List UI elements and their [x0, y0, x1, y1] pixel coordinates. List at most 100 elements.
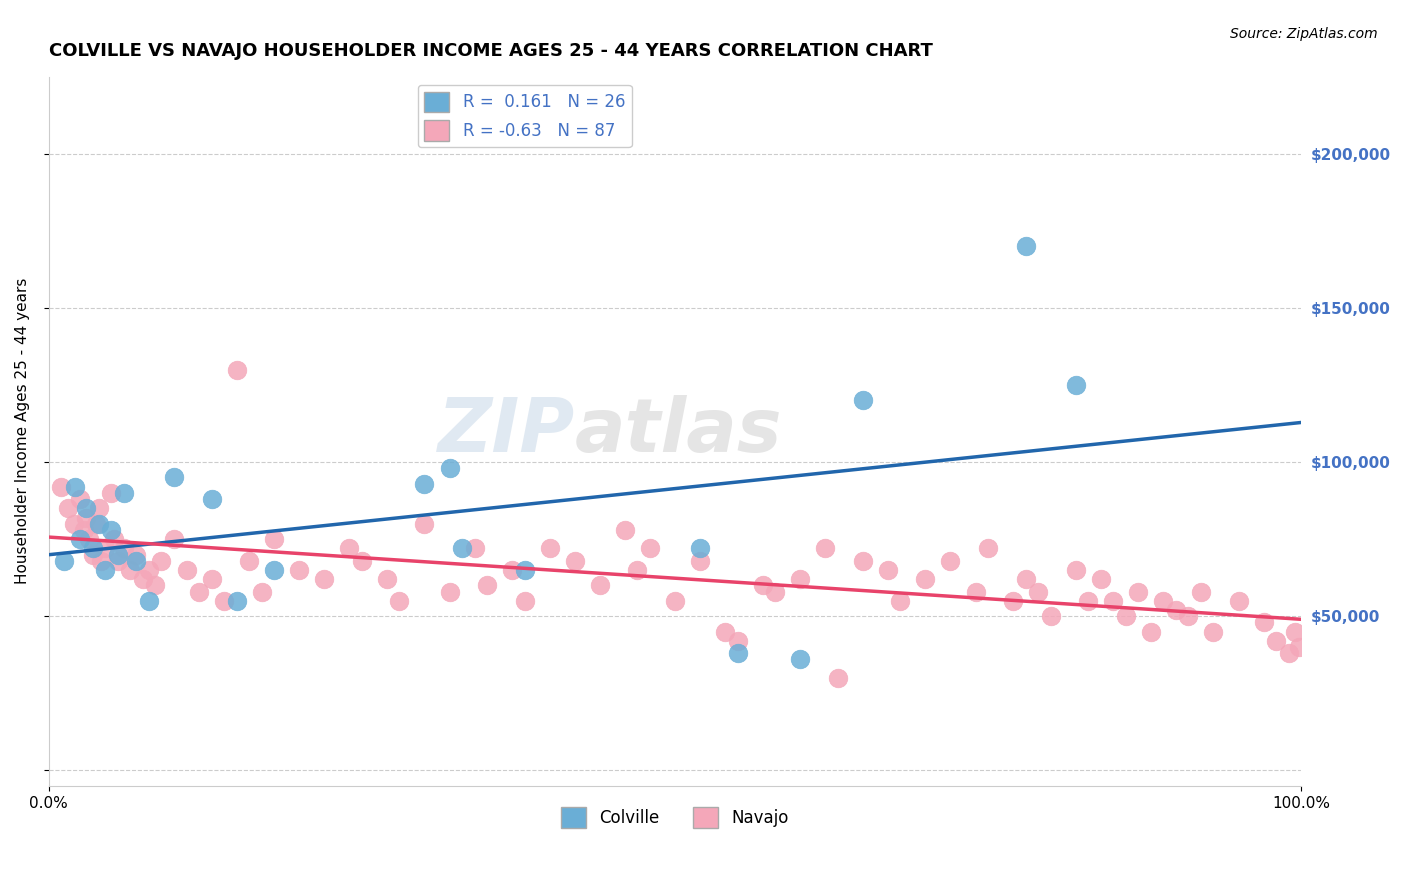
Text: atlas: atlas	[575, 394, 782, 467]
Point	[1115, 609, 1137, 624]
Point	[1278, 646, 1301, 660]
Point	[689, 554, 711, 568]
Point	[939, 554, 962, 568]
Point	[439, 461, 461, 475]
Point	[112, 486, 135, 500]
Point	[789, 652, 811, 666]
Point	[827, 671, 849, 685]
Point	[1064, 563, 1087, 577]
Point	[87, 516, 110, 531]
Point	[413, 516, 436, 531]
Point	[375, 572, 398, 586]
Legend: Colville, Navajo: Colville, Navajo	[554, 800, 796, 834]
Point	[889, 594, 911, 608]
Point	[188, 584, 211, 599]
Point	[538, 541, 561, 556]
Point	[1039, 609, 1062, 624]
Point	[977, 541, 1000, 556]
Point	[413, 476, 436, 491]
Point	[51, 480, 73, 494]
Point	[125, 548, 148, 562]
Point	[914, 572, 936, 586]
Point	[451, 541, 474, 556]
Point	[176, 563, 198, 577]
Text: COLVILLE VS NAVAJO HOUSEHOLDER INCOME AGES 25 - 44 YEARS CORRELATION CHART: COLVILLE VS NAVAJO HOUSEHOLDER INCOME AG…	[49, 42, 932, 60]
Point	[75, 510, 97, 524]
Point	[965, 584, 987, 599]
Point	[1253, 615, 1275, 630]
Point	[1152, 594, 1174, 608]
Point	[876, 563, 898, 577]
Point	[212, 594, 235, 608]
Point	[475, 578, 498, 592]
Point	[82, 548, 104, 562]
Point	[143, 578, 166, 592]
Point	[1227, 594, 1250, 608]
Point	[1128, 584, 1150, 599]
Point	[613, 523, 636, 537]
Point	[638, 541, 661, 556]
Point	[1177, 609, 1199, 624]
Point	[69, 532, 91, 546]
Point	[63, 480, 86, 494]
Point	[763, 584, 786, 599]
Point	[238, 554, 260, 568]
Point	[138, 563, 160, 577]
Point	[513, 563, 536, 577]
Point	[388, 594, 411, 608]
Point	[789, 572, 811, 586]
Point	[94, 563, 117, 577]
Point	[727, 646, 749, 660]
Point	[314, 572, 336, 586]
Point	[100, 523, 122, 537]
Point	[727, 633, 749, 648]
Point	[1284, 624, 1306, 639]
Point	[163, 532, 186, 546]
Point	[439, 584, 461, 599]
Point	[62, 516, 84, 531]
Point	[125, 554, 148, 568]
Point	[94, 541, 117, 556]
Point	[103, 532, 125, 546]
Point	[1265, 633, 1288, 648]
Point	[150, 554, 173, 568]
Point	[225, 362, 247, 376]
Point	[852, 393, 875, 408]
Point	[1189, 584, 1212, 599]
Point	[263, 563, 285, 577]
Point	[120, 563, 142, 577]
Point	[163, 470, 186, 484]
Point	[589, 578, 612, 592]
Point	[138, 594, 160, 608]
Point	[225, 594, 247, 608]
Point	[52, 554, 75, 568]
Point	[87, 501, 110, 516]
Point	[73, 523, 96, 537]
Point	[250, 584, 273, 599]
Point	[82, 541, 104, 556]
Point	[75, 501, 97, 516]
Point	[1014, 572, 1036, 586]
Point	[263, 532, 285, 546]
Point	[814, 541, 837, 556]
Point	[200, 572, 222, 586]
Point	[464, 541, 486, 556]
Point	[1288, 640, 1310, 654]
Point	[626, 563, 648, 577]
Point	[852, 554, 875, 568]
Point	[107, 548, 129, 562]
Point	[56, 501, 79, 516]
Point	[337, 541, 360, 556]
Point	[100, 486, 122, 500]
Point	[131, 572, 153, 586]
Text: ZIP: ZIP	[437, 394, 575, 467]
Point	[1002, 594, 1025, 608]
Point	[86, 516, 108, 531]
Point	[513, 594, 536, 608]
Y-axis label: Householder Income Ages 25 - 44 years: Householder Income Ages 25 - 44 years	[15, 278, 30, 584]
Text: Source: ZipAtlas.com: Source: ZipAtlas.com	[1230, 27, 1378, 41]
Point	[689, 541, 711, 556]
Point	[1026, 584, 1049, 599]
Point	[1090, 572, 1112, 586]
Point	[1014, 239, 1036, 253]
